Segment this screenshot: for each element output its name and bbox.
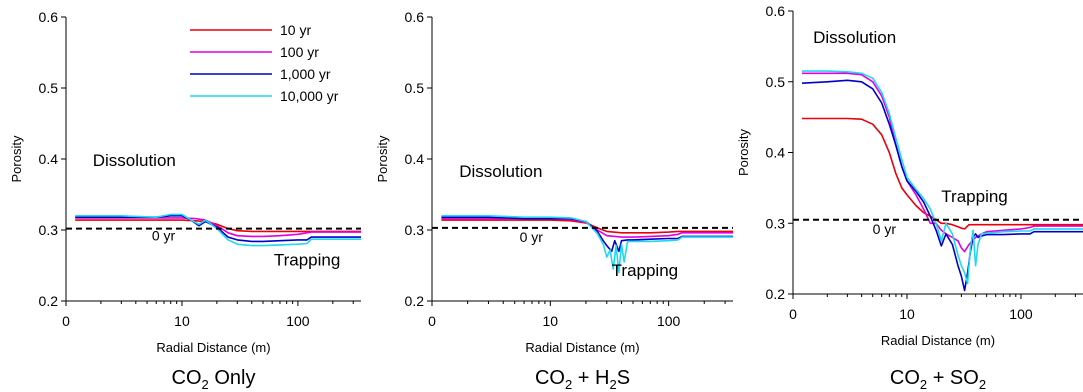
series-line-10000yryr	[441, 215, 733, 274]
panel-caption: CO2 + H2S	[535, 367, 630, 392]
annotation-trapping: Trapping	[612, 261, 678, 280]
annotation-dissolution: Dissolution	[93, 151, 176, 170]
y-tick-label: 0.2	[766, 286, 786, 302]
legend: 10 yr 100 yr 1,000 yr 10,000 yr	[190, 22, 339, 104]
caption-part: CO	[535, 367, 565, 389]
series-line-1000yryr	[801, 79, 1083, 292]
y-tick-label: 0.6	[766, 3, 786, 19]
caption-part: 2	[979, 377, 986, 392]
legend-label: 1,000 yr	[280, 66, 331, 82]
x-tick-label: 10	[899, 306, 915, 322]
caption-part: CO	[172, 367, 202, 389]
x-tick-label: 100	[286, 313, 310, 329]
chart-panel-3: 0.2 0.3 0.4 0.5 0.6 0 10 100 Radial Distance (m)…	[736, 3, 1083, 392]
annotation-trapping: Trapping	[941, 187, 1007, 206]
series-line-10yryr	[802, 117, 1083, 230]
caption-part: 2	[609, 377, 616, 392]
series-line-10yryr	[441, 219, 733, 234]
x-tick-label: 0	[428, 313, 436, 329]
series-line-1000yryr	[441, 216, 733, 253]
series-line-10yryr	[75, 219, 361, 233]
x-axis-title: Radial Distance (m)	[156, 340, 270, 355]
y-tick-label: 0.6	[405, 9, 425, 25]
y-tick-label: 0.4	[39, 151, 59, 167]
series-line-1000yryr	[75, 215, 361, 243]
y-tick-label: 0.3	[39, 222, 59, 238]
y-tick-label: 0.3	[405, 222, 425, 238]
caption-part: 2	[920, 377, 927, 392]
caption-part: CO	[890, 367, 920, 389]
annotation-0-yr: 0 yr	[152, 228, 176, 244]
x-tick-label: 100	[1009, 306, 1033, 322]
panel-caption: CO2 Only	[172, 367, 256, 392]
y-tick-label: 0.6	[39, 9, 59, 25]
x-tick-label: 100	[657, 313, 681, 329]
caption-part: + H	[572, 367, 609, 389]
y-tick-label: 0.5	[405, 80, 425, 96]
x-tick-label: 0	[789, 306, 797, 322]
y-axis-title: Porosity	[375, 135, 390, 182]
series-line-100yryr	[75, 217, 361, 238]
x-tick-label: 0	[62, 313, 70, 329]
series-line-10000yryr	[802, 70, 1083, 285]
annotation-0-yr: 0 yr	[873, 221, 897, 237]
annotation-dissolution: Dissolution	[813, 28, 896, 47]
caption-part: Only	[209, 367, 256, 389]
y-tick-label: 0.5	[766, 74, 786, 90]
annotation-dissolution: Dissolution	[459, 162, 542, 181]
annotation-trapping: Trapping	[274, 251, 340, 270]
series-line-10000yryr	[75, 213, 361, 247]
x-axis-title: Radial Distance (m)	[881, 333, 995, 348]
legend-label: 100 yr	[280, 44, 319, 60]
y-axis-title: Porosity	[736, 129, 751, 176]
chart-panel-2: 0.2 0.3 0.4 0.5 0.6 0 10 100 Radial Distance (m)…	[375, 9, 733, 392]
annotation-0-yr: 0 yr	[520, 229, 544, 245]
caption-part: S	[617, 367, 630, 389]
y-tick-label: 0.4	[766, 145, 786, 161]
y-tick-label: 0.5	[39, 80, 59, 96]
y-tick-label: 0.2	[405, 293, 425, 309]
y-tick-label: 0.4	[405, 151, 425, 167]
caption-part: + SO	[927, 367, 979, 389]
caption-part: 2	[565, 377, 572, 392]
x-axis-title: Radial Distance (m)	[525, 340, 639, 355]
panel-caption: CO2 + SO2	[890, 367, 986, 392]
x-tick-label: 10	[174, 313, 190, 329]
y-tick-label: 0.2	[39, 293, 59, 309]
series-line-100yryr	[802, 72, 1083, 253]
y-tick-label: 0.3	[766, 215, 786, 231]
legend-label: 10,000 yr	[280, 88, 339, 104]
legend-label: 10 yr	[280, 22, 311, 38]
x-tick-label: 10	[543, 313, 559, 329]
y-axis-title: Porosity	[9, 135, 24, 182]
chart-panel-1: 0.2 0.3 0.4 0.5 0.6 0 10 100 Radial Distance (m)…	[9, 9, 361, 392]
caption-part: 2	[202, 377, 209, 392]
